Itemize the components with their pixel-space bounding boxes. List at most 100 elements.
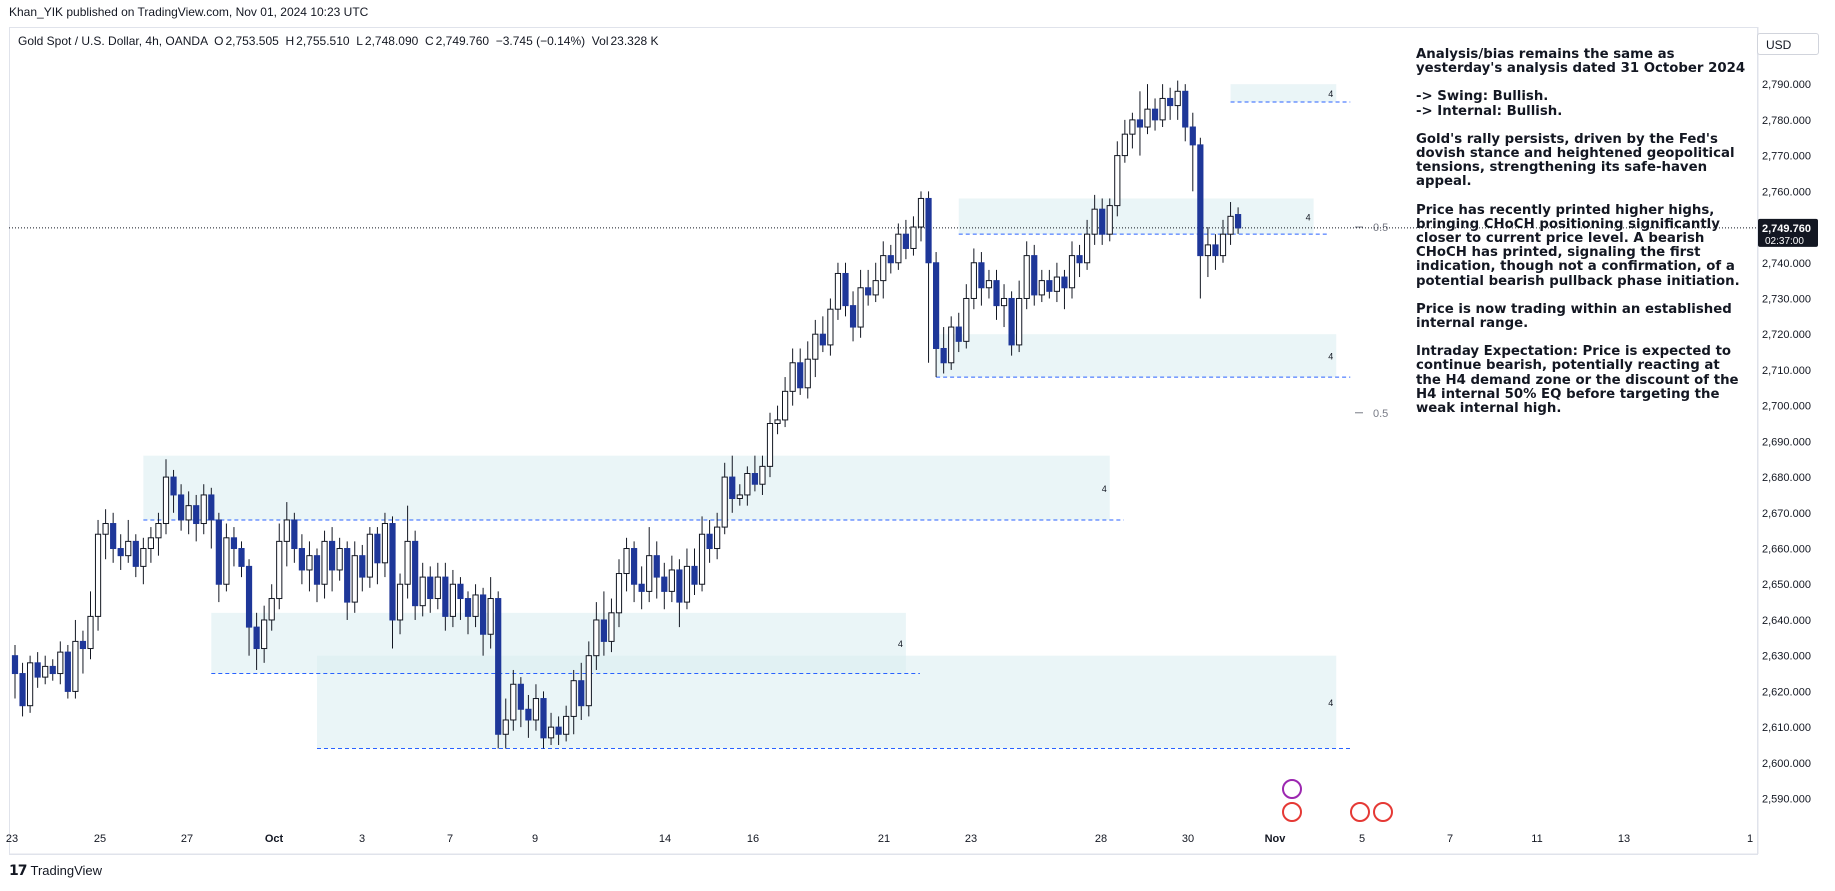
candle[interactable] [329,540,336,571]
candle[interactable] [87,615,94,650]
candle[interactable] [963,297,970,342]
candle[interactable] [1204,244,1212,257]
candle[interactable] [1189,126,1196,146]
candle[interactable] [1068,255,1076,289]
candle[interactable] [638,583,645,592]
candle[interactable] [1167,97,1174,107]
candle[interactable] [910,226,917,249]
candle[interactable] [736,494,743,500]
candle[interactable] [140,548,147,567]
us-flag-icon[interactable] [1373,802,1393,822]
candle[interactable] [1174,90,1181,107]
candle[interactable] [208,494,215,521]
candle[interactable] [359,555,366,578]
candle[interactable] [532,698,540,721]
candle[interactable] [223,537,230,585]
candle[interactable] [162,476,170,525]
candle[interactable] [721,476,728,528]
candle[interactable] [404,540,411,585]
candle[interactable] [306,555,313,571]
candle[interactable] [200,494,207,525]
candle[interactable] [766,423,774,467]
candle[interactable] [1061,276,1068,289]
candle[interactable] [1151,108,1159,121]
candle[interactable] [72,640,79,692]
candle[interactable] [804,358,811,389]
candle[interactable] [125,540,132,557]
us-flag-icon[interactable] [1350,802,1370,822]
candle[interactable] [132,540,139,567]
candle[interactable] [49,665,56,675]
candle[interactable] [782,390,789,421]
candle[interactable] [563,715,570,735]
candle[interactable] [827,308,834,346]
candle[interactable] [42,665,49,678]
candle[interactable] [102,523,109,535]
candle[interactable] [94,533,102,617]
candle[interactable] [464,598,472,617]
candle[interactable] [396,583,404,621]
candle[interactable] [1144,108,1151,128]
candle[interactable] [449,583,456,617]
candle[interactable] [789,362,796,392]
candle[interactable] [117,548,124,557]
candle[interactable] [366,533,373,578]
candle[interactable] [570,680,577,717]
candle[interactable] [744,473,751,496]
candle[interactable] [178,494,185,521]
candle[interactable] [887,255,894,264]
candle[interactable] [170,476,177,496]
candle[interactable] [1008,297,1015,346]
candle[interactable] [691,565,698,585]
candle[interactable] [940,347,947,364]
candle[interactable] [668,569,675,592]
candle[interactable] [917,197,925,228]
candle[interactable] [261,619,268,650]
candle[interactable] [64,651,71,692]
candle[interactable] [268,598,275,621]
candle[interactable] [487,598,494,635]
candle[interactable] [872,280,879,296]
candle[interactable] [389,523,396,621]
candle[interactable] [1212,244,1219,257]
candle[interactable] [1091,208,1098,235]
candle[interactable] [27,662,34,707]
candle[interactable] [1227,215,1234,235]
candle[interactable] [1016,297,1023,346]
candle[interactable] [442,576,449,617]
candle[interactable] [147,537,155,550]
candle[interactable] [540,698,547,739]
candle[interactable] [834,272,842,310]
candle[interactable] [1076,255,1083,264]
candle[interactable] [978,262,985,289]
candle[interactable] [585,655,592,707]
candle[interactable] [457,583,464,600]
candle[interactable] [1136,119,1144,128]
candle[interactable] [374,533,381,564]
candle[interactable] [495,598,502,735]
candle[interactable] [1053,276,1061,292]
footer-brand[interactable]: 𝟭𝟳 TradingView [9,862,102,879]
event-icon[interactable] [1282,779,1302,799]
candle[interactable] [1121,133,1128,157]
candle[interactable] [698,533,706,585]
candle[interactable] [510,683,517,721]
us-flag-icon[interactable] [1282,802,1302,822]
candle[interactable] [11,655,19,675]
candle[interactable] [714,526,721,550]
candle[interactable] [955,326,962,342]
candle[interactable] [419,576,426,607]
candle[interactable] [1031,255,1038,296]
candle[interactable] [525,708,532,721]
candle[interactable] [819,333,826,346]
candle[interactable] [683,565,691,603]
candle[interactable] [646,555,653,592]
candle[interactable] [321,540,328,585]
candle[interactable] [593,619,600,657]
candle[interactable] [434,576,441,600]
candle[interactable] [412,540,419,607]
candle[interactable] [797,362,804,389]
candle[interactable] [1084,233,1091,264]
candle[interactable] [298,548,305,571]
